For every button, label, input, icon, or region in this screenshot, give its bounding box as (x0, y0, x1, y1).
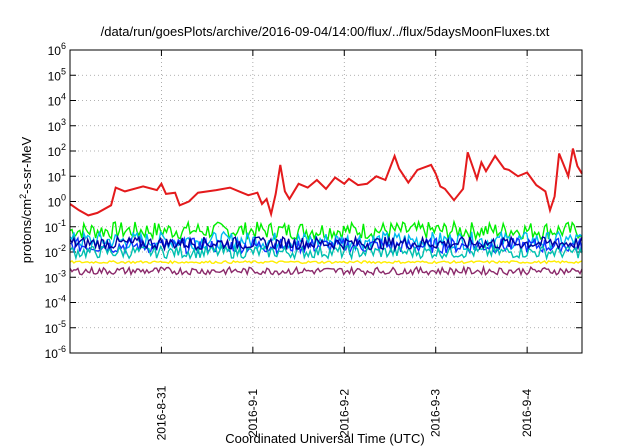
band-series-line (69, 264, 583, 277)
chart-grid (70, 50, 582, 353)
y-tick-label: 10-3 (45, 268, 66, 285)
y-tick-label: 105 (48, 66, 66, 83)
x-tick-label: 2016-8-31 (154, 385, 168, 440)
band-series-line (69, 259, 583, 265)
y-tick-label: 100 (48, 193, 66, 210)
y-tick-label: 102 (48, 142, 66, 159)
y-tick-label: 10-2 (45, 243, 66, 260)
band-series-line (69, 234, 583, 253)
y-axis-label-suffix: -s-sr-MeV (19, 136, 34, 193)
y-axis-label-prefix: protons/cm (19, 199, 34, 263)
x-tick-label: 2016-9-2 (337, 389, 351, 437)
series-layer (69, 148, 583, 277)
plot-frame (69, 49, 583, 354)
y-tick-label: 10-4 (45, 294, 66, 311)
series-line (69, 148, 583, 219)
band-series-line (69, 243, 583, 261)
y-tick-label: 10-5 (45, 319, 66, 336)
y-tick-label: 10-1 (45, 218, 66, 235)
x-tick-label: 2016-9-3 (429, 389, 443, 437)
y-tick-label: 103 (48, 117, 66, 134)
x-tick-label: 2016-9-4 (520, 389, 534, 437)
y-axis-ticks: 10-6 10-5 10-4 10-3 10-2 10-1 100 101 102 103 104 1… (45, 41, 582, 361)
y-tick-label: 10-6 (45, 344, 66, 361)
x-axis-ticks: 2016-8-31 2016-9-1 2016-9-2 2016-9-3 2016-9-… (154, 50, 534, 440)
x-tick-label: 2016-9-1 (246, 389, 260, 437)
x-axis-label: Coordinated Universal Time (UTC) (225, 431, 424, 446)
chart-title: /data/run/goesPlots/archive/2016-09-04/1… (101, 24, 550, 39)
y-tick-label: 106 (48, 41, 66, 58)
y-tick-label: 101 (48, 167, 66, 184)
y-tick-label: 104 (48, 92, 66, 109)
y-axis-label-sup: 2 (18, 194, 28, 199)
y-axis-label: protons/cm2-s-sr-MeV (18, 136, 34, 263)
